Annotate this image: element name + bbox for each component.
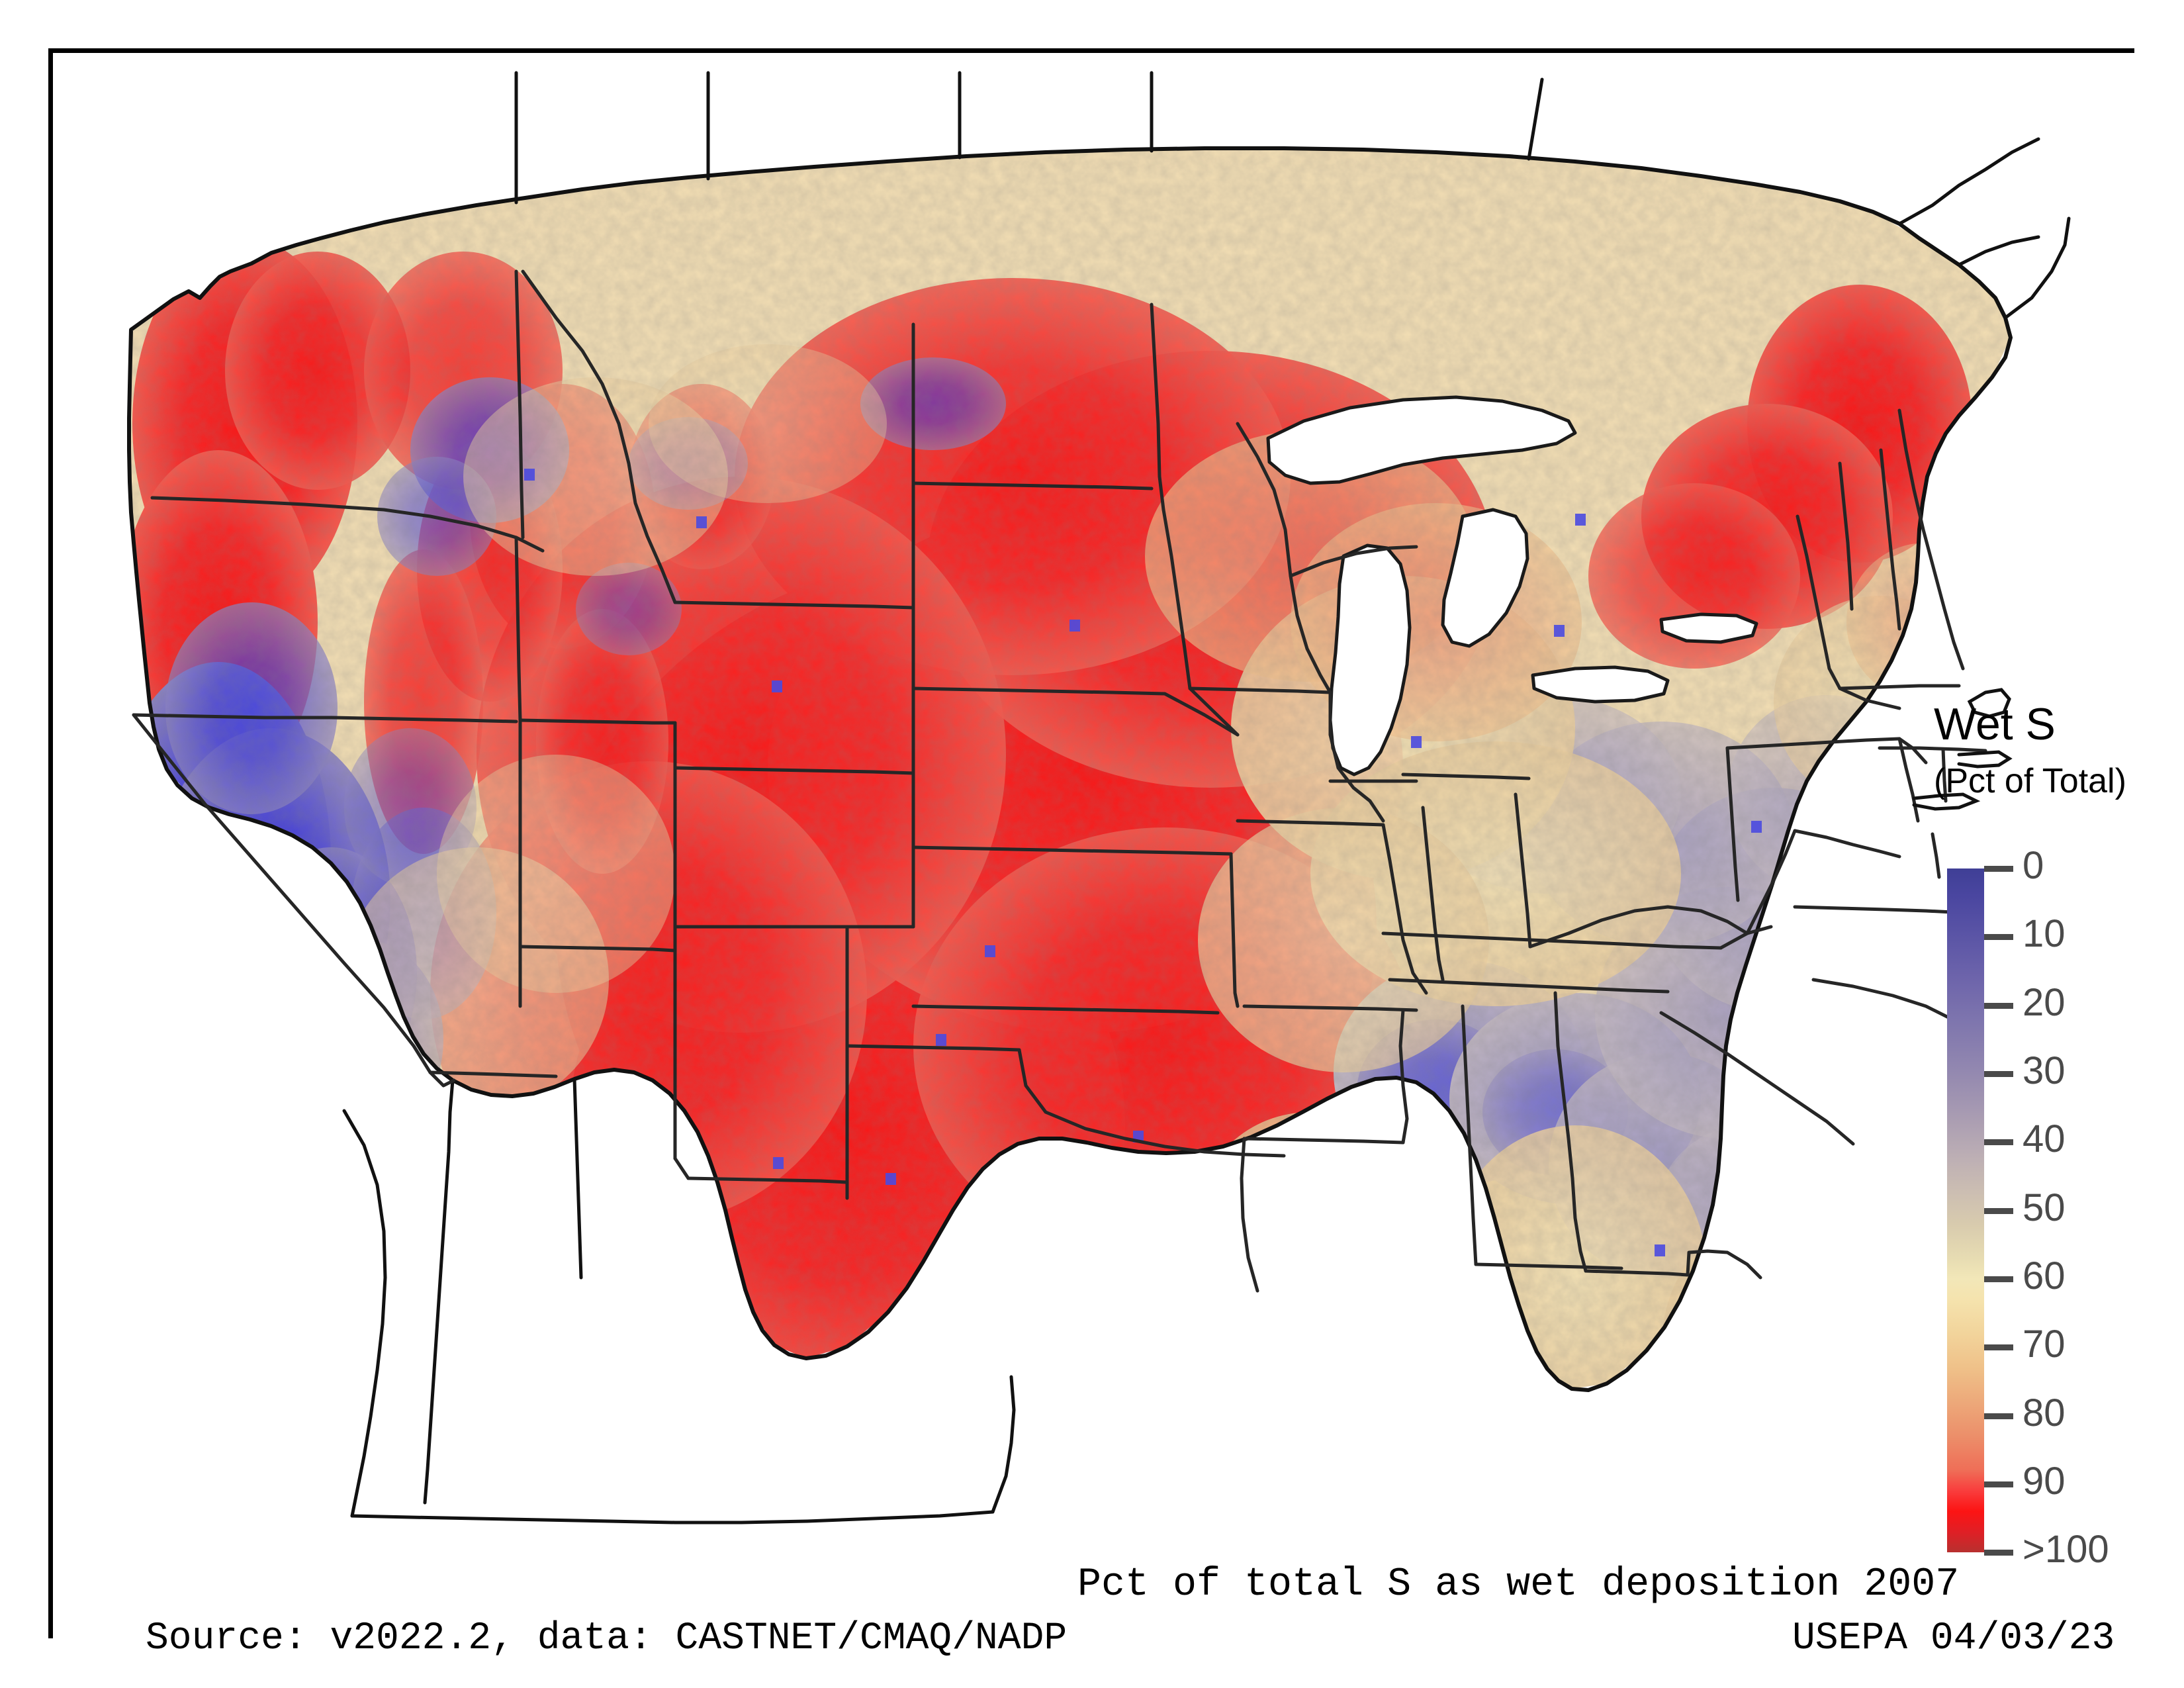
colorbar-tick-label: 30 <box>2023 1049 2066 1092</box>
colorbar-tick <box>1984 1413 2013 1419</box>
colorbar-tick-label: 20 <box>2023 981 2066 1024</box>
colorbar-tick <box>1984 1139 2013 1145</box>
colorbar-tick-label: 40 <box>2023 1117 2066 1160</box>
national-border <box>127 146 2013 1392</box>
colorbar-tick <box>1984 1344 2013 1350</box>
state-boundaries <box>132 269 1987 1293</box>
colorbar-tick <box>1984 1276 2013 1282</box>
colorbar-tick <box>1984 866 2013 872</box>
colorbar-tick-label: 10 <box>2023 912 2066 955</box>
neighbor-outlines <box>342 71 2071 1524</box>
colorbar-tick <box>1984 1208 2013 1214</box>
colorbar-tick-label: 90 <box>2023 1460 2066 1503</box>
figure-caption: Pct of total S as wet deposition 2007 <box>1077 1562 1960 1607</box>
legend-title: Wet S <box>1934 699 2056 749</box>
colorbar-tick-label: 0 <box>2023 844 2044 887</box>
colorbar-tick <box>1984 1003 2013 1009</box>
colorbar-tick <box>1984 1481 2013 1487</box>
colorbar-tick <box>1984 934 2013 940</box>
colorbar-tick <box>1984 1550 2013 1556</box>
coastal-detail <box>1912 688 2013 811</box>
figure-source: Source: v2022.2, data: CASTNET/CMAQ/NADP <box>146 1617 1068 1660</box>
us-map-svg <box>53 53 2139 1643</box>
choropleth-map <box>53 53 2139 1643</box>
colorbar-tick-label: 60 <box>2023 1254 2066 1297</box>
colorbar-legend: Wet S (Pct of Total) 0 10 20 30 40 50 60… <box>1899 698 2177 1579</box>
figure-frame: Wet S (Pct of Total) 0 10 20 30 40 50 60… <box>48 48 2139 1660</box>
colorbar-tick-label: 70 <box>2023 1323 2066 1366</box>
colorbar-tick-label: >100 <box>2023 1528 2109 1571</box>
colorbar-tick-label: 50 <box>2023 1186 2066 1229</box>
figure-credit: USEPA 04/03/23 <box>1792 1617 2115 1660</box>
legend-subtitle: (Pct of Total) <box>1934 762 2126 800</box>
raster-field <box>129 148 2011 1390</box>
colorbar-gradient <box>1947 868 1984 1552</box>
colorbar-tick <box>1984 1071 2013 1077</box>
great-lakes <box>1266 395 1758 776</box>
colorbar-tick-label: 80 <box>2023 1391 2066 1434</box>
outside-mask <box>53 53 2139 1643</box>
